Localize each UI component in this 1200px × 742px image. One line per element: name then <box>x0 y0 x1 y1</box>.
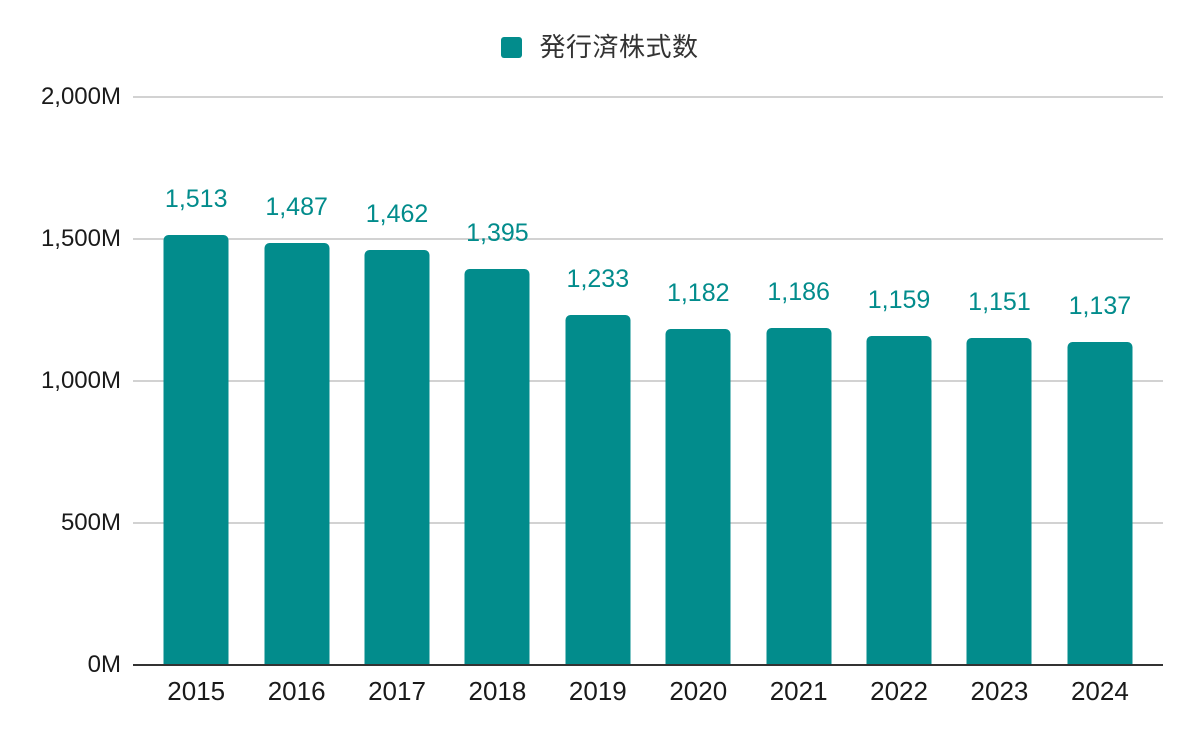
x-axis-tick-label-2016: 2016 <box>267 676 326 706</box>
value-label-2015: 1,513 <box>164 185 228 214</box>
y-axis-tick-label: 1,500M <box>40 225 121 252</box>
bar-2024[interactable] <box>1067 342 1133 665</box>
bar-band: 1,462 2017 <box>347 97 447 704</box>
bar-2016[interactable] <box>264 242 330 665</box>
x-axis-tick-label-2017: 2017 <box>368 676 426 706</box>
value-label-2024: 1,137 <box>1068 292 1132 321</box>
value-label-2023: 1,151 <box>968 288 1031 317</box>
bar-2023[interactable] <box>966 338 1032 665</box>
value-label-2022: 1,159 <box>867 285 931 314</box>
y-axis-tick-label: 0M <box>87 651 121 678</box>
x-axis-tick-label-2024: 2024 <box>1070 676 1129 706</box>
x-axis-tick-label-2023: 2023 <box>970 676 1029 706</box>
x-axis-tick-label-2022: 2022 <box>870 676 928 706</box>
value-label-2020: 1,182 <box>666 279 730 308</box>
y-axis-tick-label: 1,000M <box>40 367 121 394</box>
bar-band: 1,513 2015 <box>146 97 246 704</box>
x-axis-tick-label-2018: 2018 <box>468 676 527 706</box>
bar-2020[interactable] <box>665 329 731 665</box>
gridline-1500 <box>133 238 1163 240</box>
value-label-2021: 1,186 <box>767 278 830 307</box>
bar-band: 1,395 2018 <box>447 97 547 704</box>
bar-band: 1,487 2016 <box>246 97 346 704</box>
x-axis-line <box>133 664 1163 666</box>
bar-2017[interactable] <box>364 249 430 665</box>
bar-band: 1,151 2023 <box>949 97 1049 704</box>
gridline-1000 <box>133 380 1163 382</box>
gridline-500 <box>133 522 1163 524</box>
gridline-2000 <box>133 96 1163 98</box>
x-axis-tick-label-2021: 2021 <box>769 676 828 706</box>
value-label-2016: 1,487 <box>265 192 328 221</box>
value-label-2019: 1,233 <box>566 264 630 293</box>
x-axis-tick-label-2015: 2015 <box>167 676 226 706</box>
y-axis-tick-label: 500M <box>60 509 121 536</box>
plot-area: 1,513 2015 1,487 2016 1,462 2017 1,395 2018 1,23… <box>133 96 1163 704</box>
x-axis-tick-label-2019: 2019 <box>568 676 627 706</box>
bar-band: 1,182 2020 <box>648 97 748 704</box>
y-axis-tick-label: 2,000M <box>40 83 121 110</box>
bar-band: 1,186 2021 <box>748 97 848 704</box>
bar-2015[interactable] <box>163 235 229 665</box>
legend-item[interactable]: 発行済株式数 <box>0 34 1200 60</box>
bar-2018[interactable] <box>464 268 530 665</box>
bar-2022[interactable] <box>866 335 932 665</box>
bar-band: 1,137 2024 <box>1050 97 1150 704</box>
legend-label: 発行済株式数 <box>539 32 699 62</box>
bar-2021[interactable] <box>766 328 832 665</box>
bar-band: 1,233 2019 <box>548 97 648 704</box>
x-axis-tick-label-2020: 2020 <box>669 676 728 706</box>
bar-series: 1,513 2015 1,487 2016 1,462 2017 1,395 2018 1,23… <box>133 97 1163 704</box>
bar-2019[interactable] <box>565 314 631 665</box>
value-label-2017: 1,462 <box>365 199 429 228</box>
legend-swatch-icon <box>501 36 523 58</box>
value-label-2018: 1,395 <box>466 218 529 247</box>
bar-band: 1,159 2022 <box>849 97 949 704</box>
